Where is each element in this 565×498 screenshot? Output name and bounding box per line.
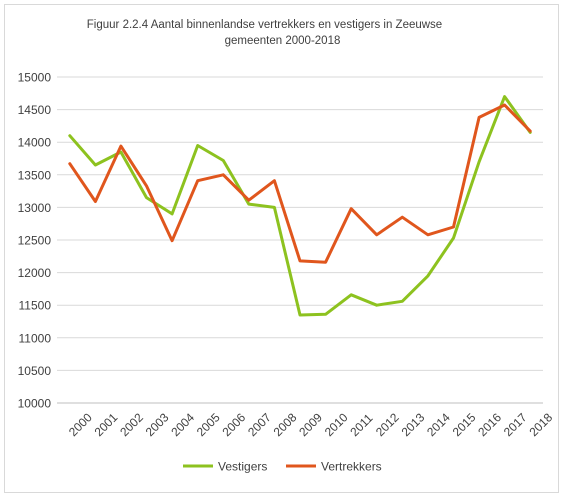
y-tick-label: 10500 bbox=[18, 364, 52, 378]
y-tick-label: 11000 bbox=[19, 331, 52, 345]
gridlines bbox=[57, 76, 543, 404]
legend-label-vertrekkers: Vertrekkers bbox=[321, 460, 382, 474]
x-tick-label: 2005 bbox=[194, 410, 223, 439]
series-lines bbox=[68, 95, 532, 317]
y-tick-label: 14000 bbox=[18, 136, 52, 150]
x-tick-label: 2006 bbox=[219, 410, 248, 439]
x-tick-label: 2002 bbox=[117, 410, 146, 439]
y-tick-label: 12500 bbox=[18, 234, 52, 248]
x-tick-label: 2011 bbox=[347, 411, 375, 439]
y-tick-label: 12000 bbox=[18, 266, 52, 280]
y-tick-label: 13000 bbox=[18, 201, 52, 215]
chart-frame bbox=[4, 4, 559, 493]
x-tick-label: 2018 bbox=[526, 410, 555, 439]
x-tick-label: 2013 bbox=[399, 410, 428, 439]
y-tick-label: 10000 bbox=[18, 397, 52, 411]
y-tick-label: 13500 bbox=[18, 168, 52, 182]
x-tick-label: 2003 bbox=[143, 410, 172, 439]
series-line-vestigers bbox=[68, 95, 532, 317]
y-axis: 10000 10500 11000 11500 12000 12500 13000 13500… bbox=[18, 71, 52, 411]
x-tick-label: 2007 bbox=[245, 410, 274, 439]
x-axis: 2000200120022003200420052006200720082009… bbox=[57, 402, 555, 439]
chart-title: Figuur 2.2.4 Aantal binnenlandse vertrek… bbox=[0, 17, 565, 49]
x-tick-label: 2016 bbox=[475, 410, 504, 439]
legend-label-vestigers: Vestigers bbox=[218, 460, 267, 474]
x-tick-label: 2004 bbox=[168, 410, 197, 439]
x-tick-label: 2010 bbox=[322, 410, 351, 439]
chart-title-line-2: gemeenten 2000-2018 bbox=[224, 35, 341, 47]
x-tick-label: 2015 bbox=[450, 410, 479, 439]
y-tick-label: 15000 bbox=[18, 71, 52, 85]
y-tick-label: 11500 bbox=[19, 299, 52, 313]
x-tick-label: 2000 bbox=[66, 410, 95, 439]
chart-title-line-1: Figuur 2.2.4 Aantal binnenlandse vertrek… bbox=[86, 19, 443, 31]
legend: Vestigers Vertrekkers bbox=[183, 460, 382, 474]
x-tick-label: 2009 bbox=[296, 410, 325, 439]
x-tick-label: 2008 bbox=[271, 410, 300, 439]
x-tick-label: 2012 bbox=[373, 410, 402, 439]
x-tick-label: 2001 bbox=[92, 410, 121, 439]
x-tick-label: 2017 bbox=[501, 410, 530, 439]
x-tick-label: 2014 bbox=[424, 410, 453, 439]
y-tick-label: 14500 bbox=[18, 103, 52, 117]
